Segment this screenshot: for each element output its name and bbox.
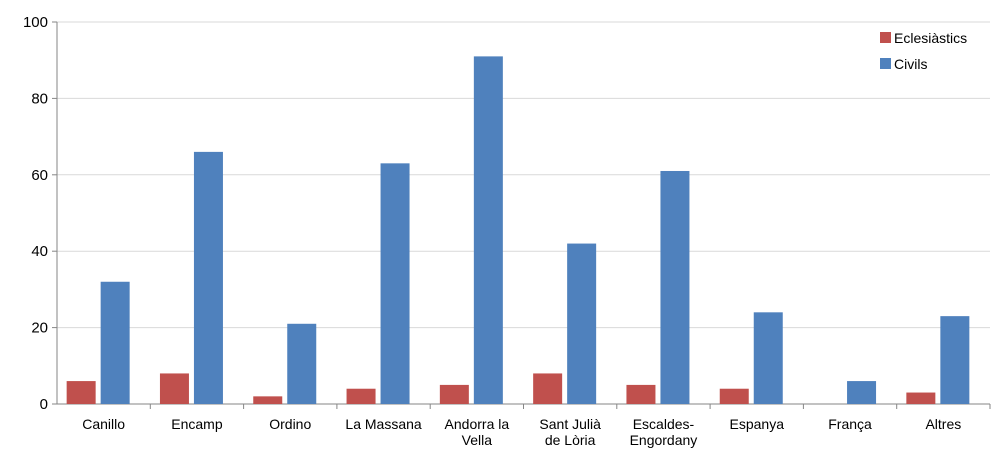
bar-civils-0 <box>100 281 130 404</box>
legend-label: Eclesiàstics <box>894 30 967 46</box>
axes <box>52 21 991 409</box>
bar-civils-2 <box>287 323 317 404</box>
bars <box>66 56 970 404</box>
bar-civils-6 <box>660 170 690 404</box>
x-tick-label: Encamp <box>171 416 223 432</box>
bar-civils-7 <box>753 312 783 404</box>
bar-eclesiastics-0 <box>66 381 96 404</box>
bar-eclesiastics-5 <box>533 373 563 404</box>
bar-eclesiastics-2 <box>253 396 283 404</box>
bar-eclesiastics-9 <box>906 392 936 404</box>
bar-eclesiastics-7 <box>719 388 749 404</box>
y-tick-label: 40 <box>31 243 48 260</box>
legend: Eclesiàstics Civils <box>880 30 967 72</box>
bar-eclesiastics-3 <box>346 388 376 404</box>
x-tick-label: Sant Julià <box>539 416 601 432</box>
bar-civils-5 <box>567 243 597 404</box>
legend-swatch <box>880 32 891 43</box>
tick-labels: 0 20 40 60 80 100 Canillo Encamp Ordino La Massan… <box>23 14 961 448</box>
x-tick-label: Engordany <box>630 432 698 448</box>
bar-eclesiastics-1 <box>159 373 189 404</box>
legend-label: Civils <box>894 56 927 72</box>
legend-swatch <box>880 58 891 69</box>
bar-civils-8 <box>847 381 877 404</box>
y-tick-label: 80 <box>31 90 48 107</box>
x-tick-label: de Lòria <box>545 432 596 448</box>
bar-civils-3 <box>380 163 410 404</box>
x-tick-label: Ordino <box>269 416 311 432</box>
y-tick-label: 0 <box>40 396 48 413</box>
bar-civils-9 <box>940 316 970 404</box>
x-tick-label: Altres <box>925 416 961 432</box>
x-tick-label: Vella <box>462 432 493 448</box>
x-tick-label: Canillo <box>82 416 125 432</box>
x-tick-label: Espanya <box>730 416 785 432</box>
y-tick-label: 20 <box>31 320 48 337</box>
bar-eclesiastics-4 <box>439 384 469 404</box>
bar-civils-4 <box>473 56 503 404</box>
y-tick-label: 100 <box>23 14 48 31</box>
x-tick-label: La Massana <box>345 416 421 432</box>
y-tick-label: 60 <box>31 167 48 184</box>
bar-civils-1 <box>193 151 223 404</box>
bar-eclesiastics-6 <box>626 384 656 404</box>
x-tick-label: Escaldes- <box>633 416 695 432</box>
x-tick-label: Andorra la <box>445 416 510 432</box>
x-tick-label: França <box>828 416 872 432</box>
